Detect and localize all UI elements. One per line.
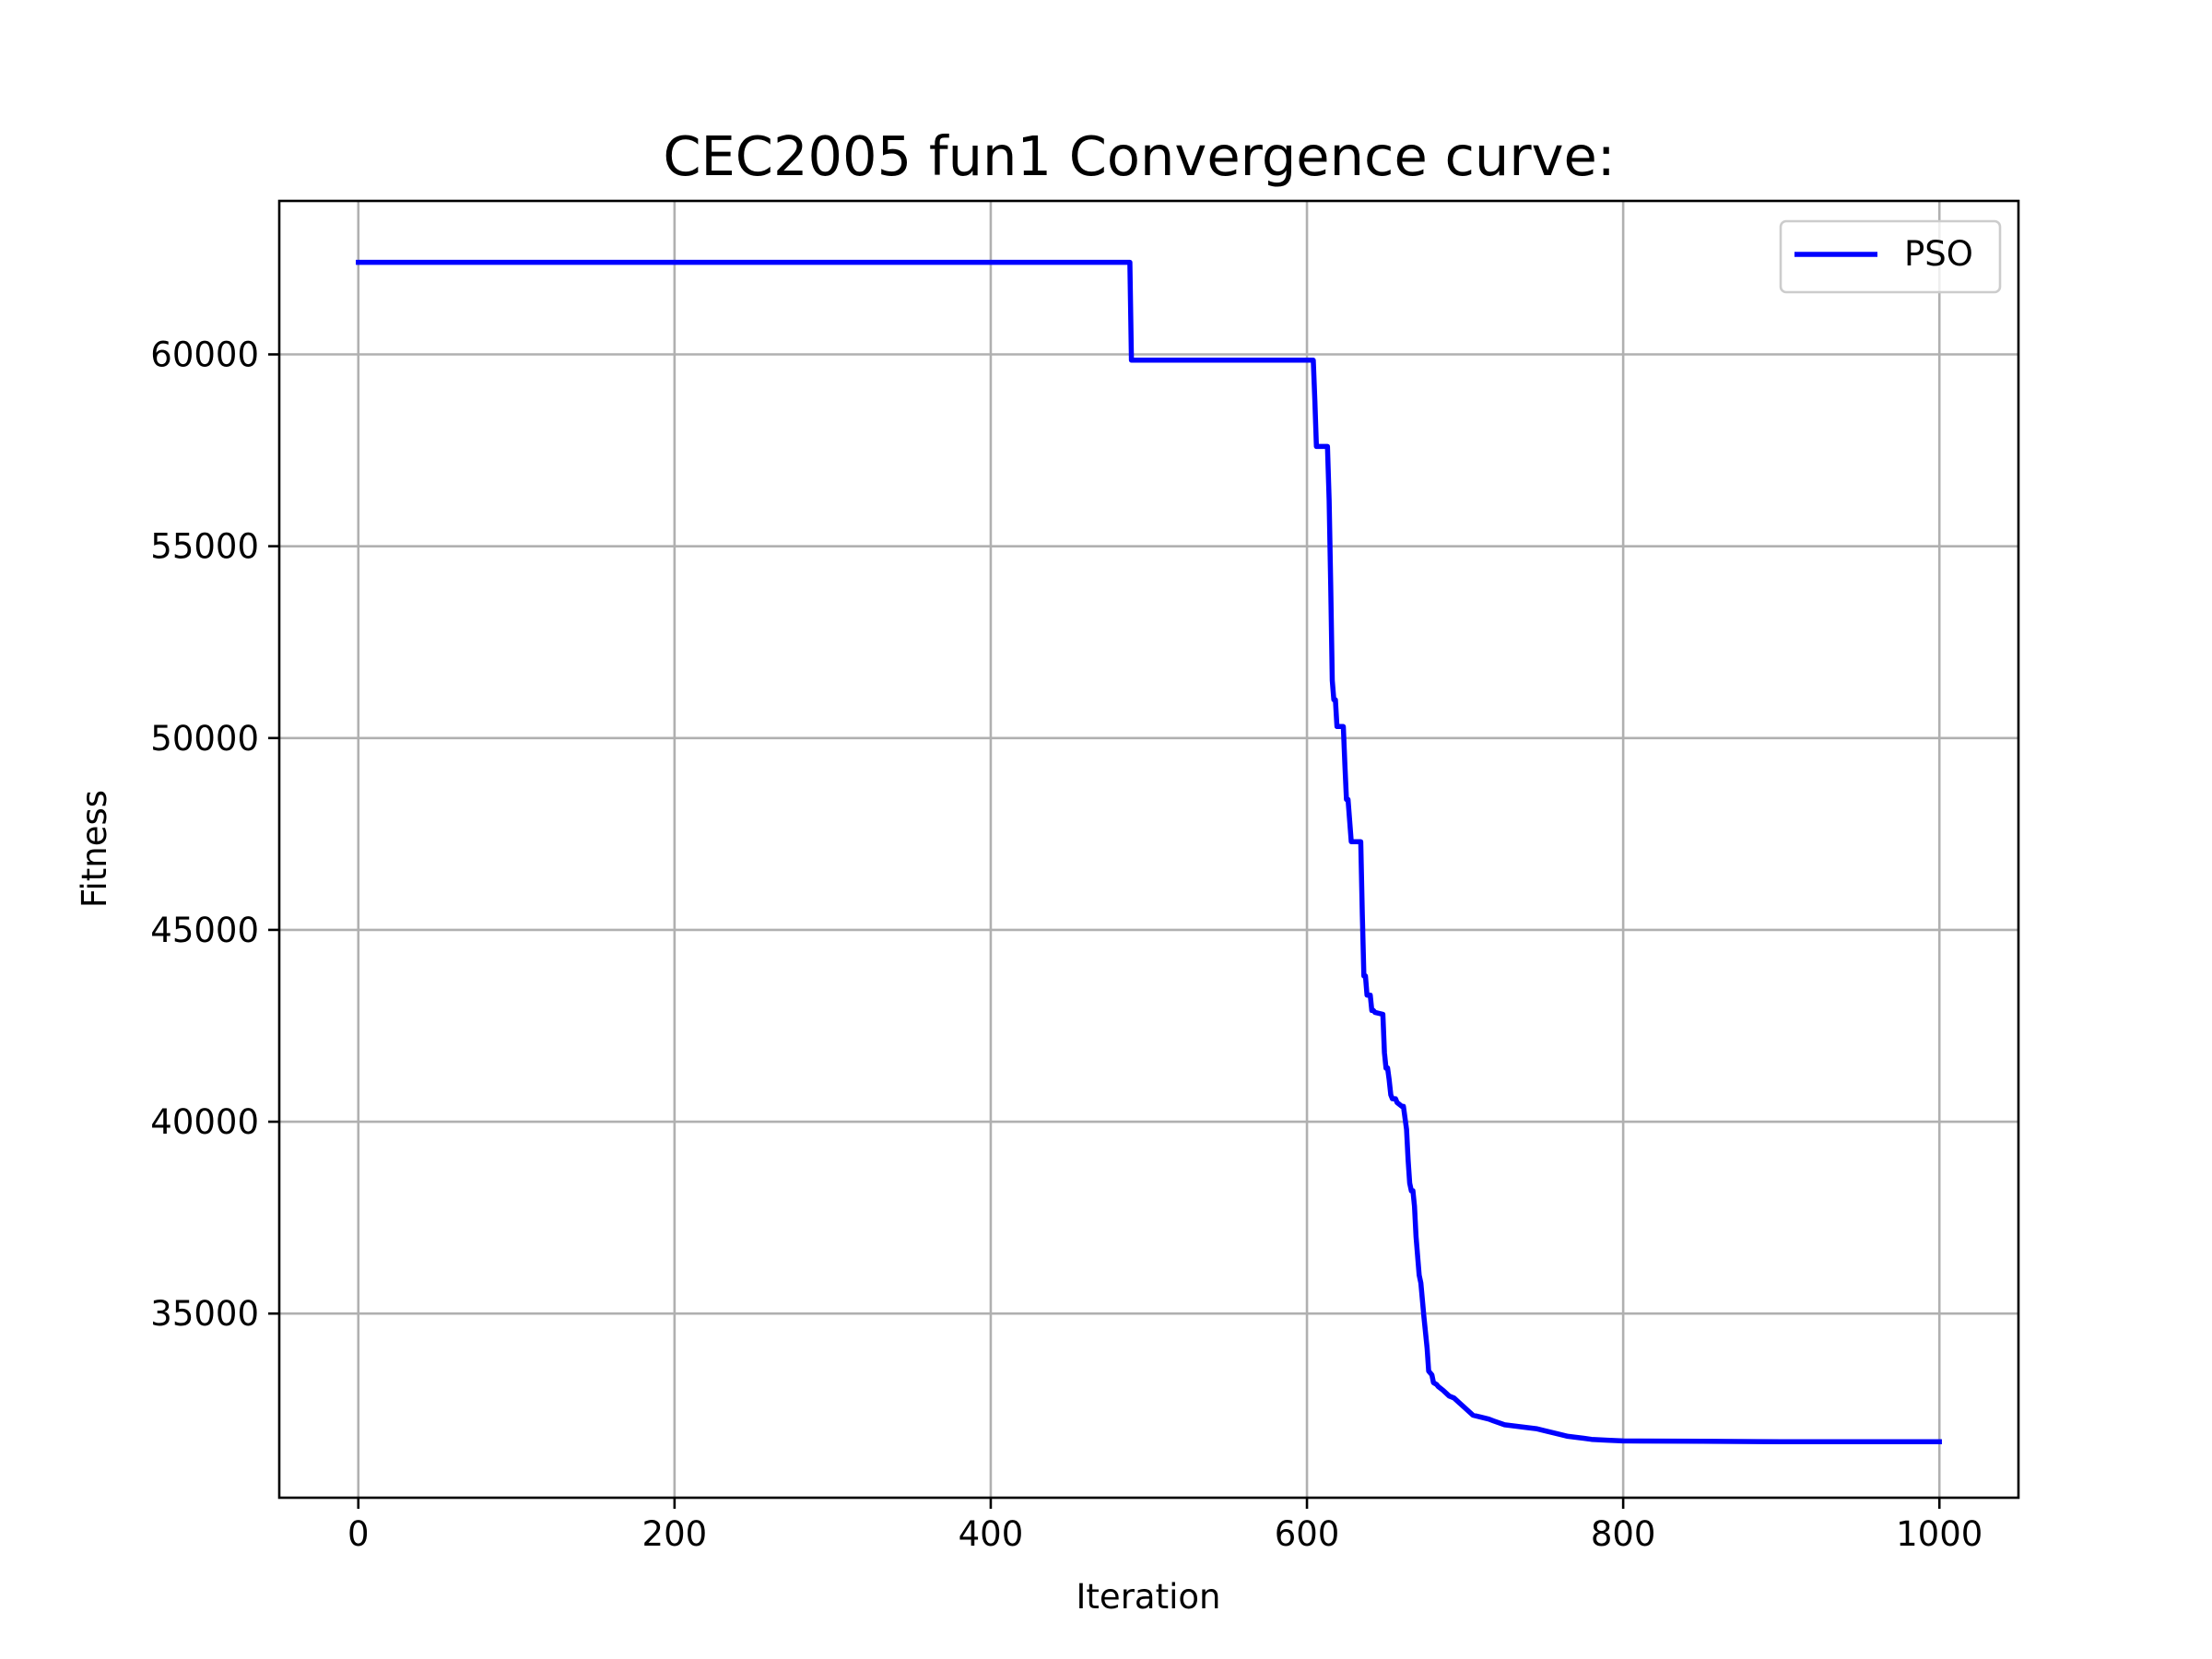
y-tick-label: 55000 (150, 527, 259, 567)
plot-area-frame (277, 199, 2020, 1500)
x-tick-label: 400 (959, 1514, 1024, 1554)
x-tick-label: 600 (1275, 1514, 1340, 1554)
x-tick-label: 200 (642, 1514, 708, 1554)
legend: PSO (1779, 219, 2002, 294)
x-tick-label: 800 (1591, 1514, 1656, 1554)
y-tick-label: 35000 (150, 1294, 259, 1334)
x-axis-title: Iteration (1077, 1577, 1221, 1617)
x-tick-label: 0 (347, 1514, 370, 1554)
y-tick-label: 50000 (150, 719, 259, 759)
y-tick-label: 40000 (150, 1102, 259, 1142)
y-tick-label: 60000 (150, 335, 259, 375)
legend-box (1779, 219, 2002, 294)
grid-lines (279, 201, 2018, 1498)
series-layer (356, 259, 1942, 1444)
y-tick-label: 45000 (150, 911, 259, 950)
axis-ticks: 0 200 400 600 800 1000 35000 40000 45000 50000 550… (150, 335, 1983, 1554)
chart-title: CEC2005 fun1 Convergence curve: (663, 124, 1615, 188)
x-tick-label: 1000 (1896, 1514, 1983, 1554)
legend-label-pso: PSO (1904, 234, 1973, 274)
y-axis-title: Fitness (75, 790, 114, 908)
series-line-pso (356, 259, 1942, 1444)
